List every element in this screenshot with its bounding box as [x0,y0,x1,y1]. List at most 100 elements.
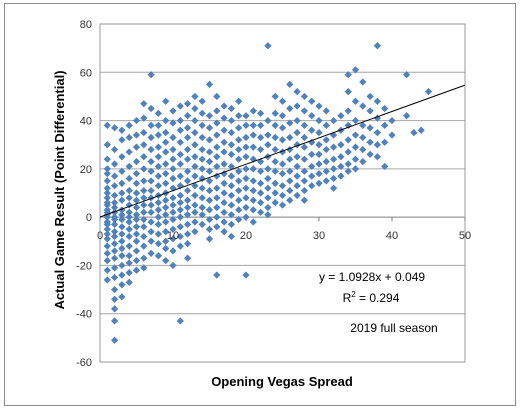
data-point [220,199,228,207]
data-point [315,102,323,110]
data-point [103,170,111,178]
data-point [264,131,272,139]
data-point [278,191,287,200]
data-point [278,201,287,209]
data-point [235,112,243,120]
data-point [140,215,148,224]
season-label: 2019 full season [350,321,437,335]
data-point [220,189,228,197]
data-point [111,232,119,241]
data-point [103,121,111,129]
data-point [249,143,257,151]
data-point [103,177,111,185]
data-point [176,232,184,241]
data-point [125,269,133,277]
data-point [118,230,126,238]
data-point [162,228,170,236]
data-point [242,271,250,279]
data-point [118,271,126,279]
data-point [330,165,338,173]
data-point [132,143,141,151]
trendline-equation: y = 1.0928x + 0.049 [319,270,425,284]
data-point [286,186,294,195]
data-point [315,150,323,158]
data-point [330,184,338,192]
data-point [169,215,177,224]
data-point [286,155,294,163]
data-point [205,136,214,144]
data-point [227,211,235,219]
data-point [140,194,148,202]
data-point [271,158,279,166]
data-point [125,213,133,221]
data-point [242,133,250,142]
data-point [366,107,374,115]
data-point [344,107,352,115]
data-point [242,203,250,212]
x-tick-label: 20 [240,230,252,242]
data-point [264,116,272,125]
data-point [366,124,374,132]
data-point [191,228,199,236]
data-point [227,104,235,113]
data-point [147,237,155,245]
data-point [308,182,316,190]
data-point [184,112,192,120]
data-point [125,242,133,250]
x-tick-label: 30 [313,230,325,242]
data-point [205,215,214,224]
data-point [205,206,214,214]
data-point [111,199,119,207]
data-point [198,211,206,219]
data-point [286,196,294,204]
data-point [176,213,184,221]
data-point [300,143,308,151]
data-point [322,158,330,166]
data-point [140,232,148,241]
data-point [359,121,367,129]
data-point [191,129,199,137]
data-point [147,186,155,195]
x-tick-label: 10 [167,230,179,242]
data-point [140,264,148,272]
data-point [344,160,352,168]
data-point [227,150,235,158]
data-point [242,112,250,120]
data-point [118,179,126,187]
data-point [359,158,367,166]
data-point [111,124,119,132]
data-point [169,133,177,142]
data-point [330,155,338,163]
data-point [111,208,119,216]
data-point [198,145,206,154]
data-point [125,186,133,195]
data-point [249,107,257,115]
data-point [293,182,301,190]
data-point [249,186,257,195]
data-point [315,129,323,137]
data-point [140,114,148,122]
data-point [278,182,287,190]
data-point [103,230,111,238]
data-point [293,102,301,110]
data-point [147,249,155,257]
data-point [235,167,243,175]
data-point [111,182,119,190]
data-point [351,131,360,139]
data-point [169,174,177,183]
data-point [198,97,206,105]
y-tick-label: -20 [76,260,92,272]
data-point [140,254,148,262]
data-point [111,172,119,180]
data-point [184,196,192,204]
data-point [235,145,243,154]
data-point [147,133,155,142]
data-point [111,220,119,228]
data-point [140,186,148,195]
data-point [118,126,126,134]
data-point [118,211,126,219]
data-point [162,237,170,245]
data-point [257,109,265,117]
data-point [176,317,184,325]
data-point [169,194,177,202]
